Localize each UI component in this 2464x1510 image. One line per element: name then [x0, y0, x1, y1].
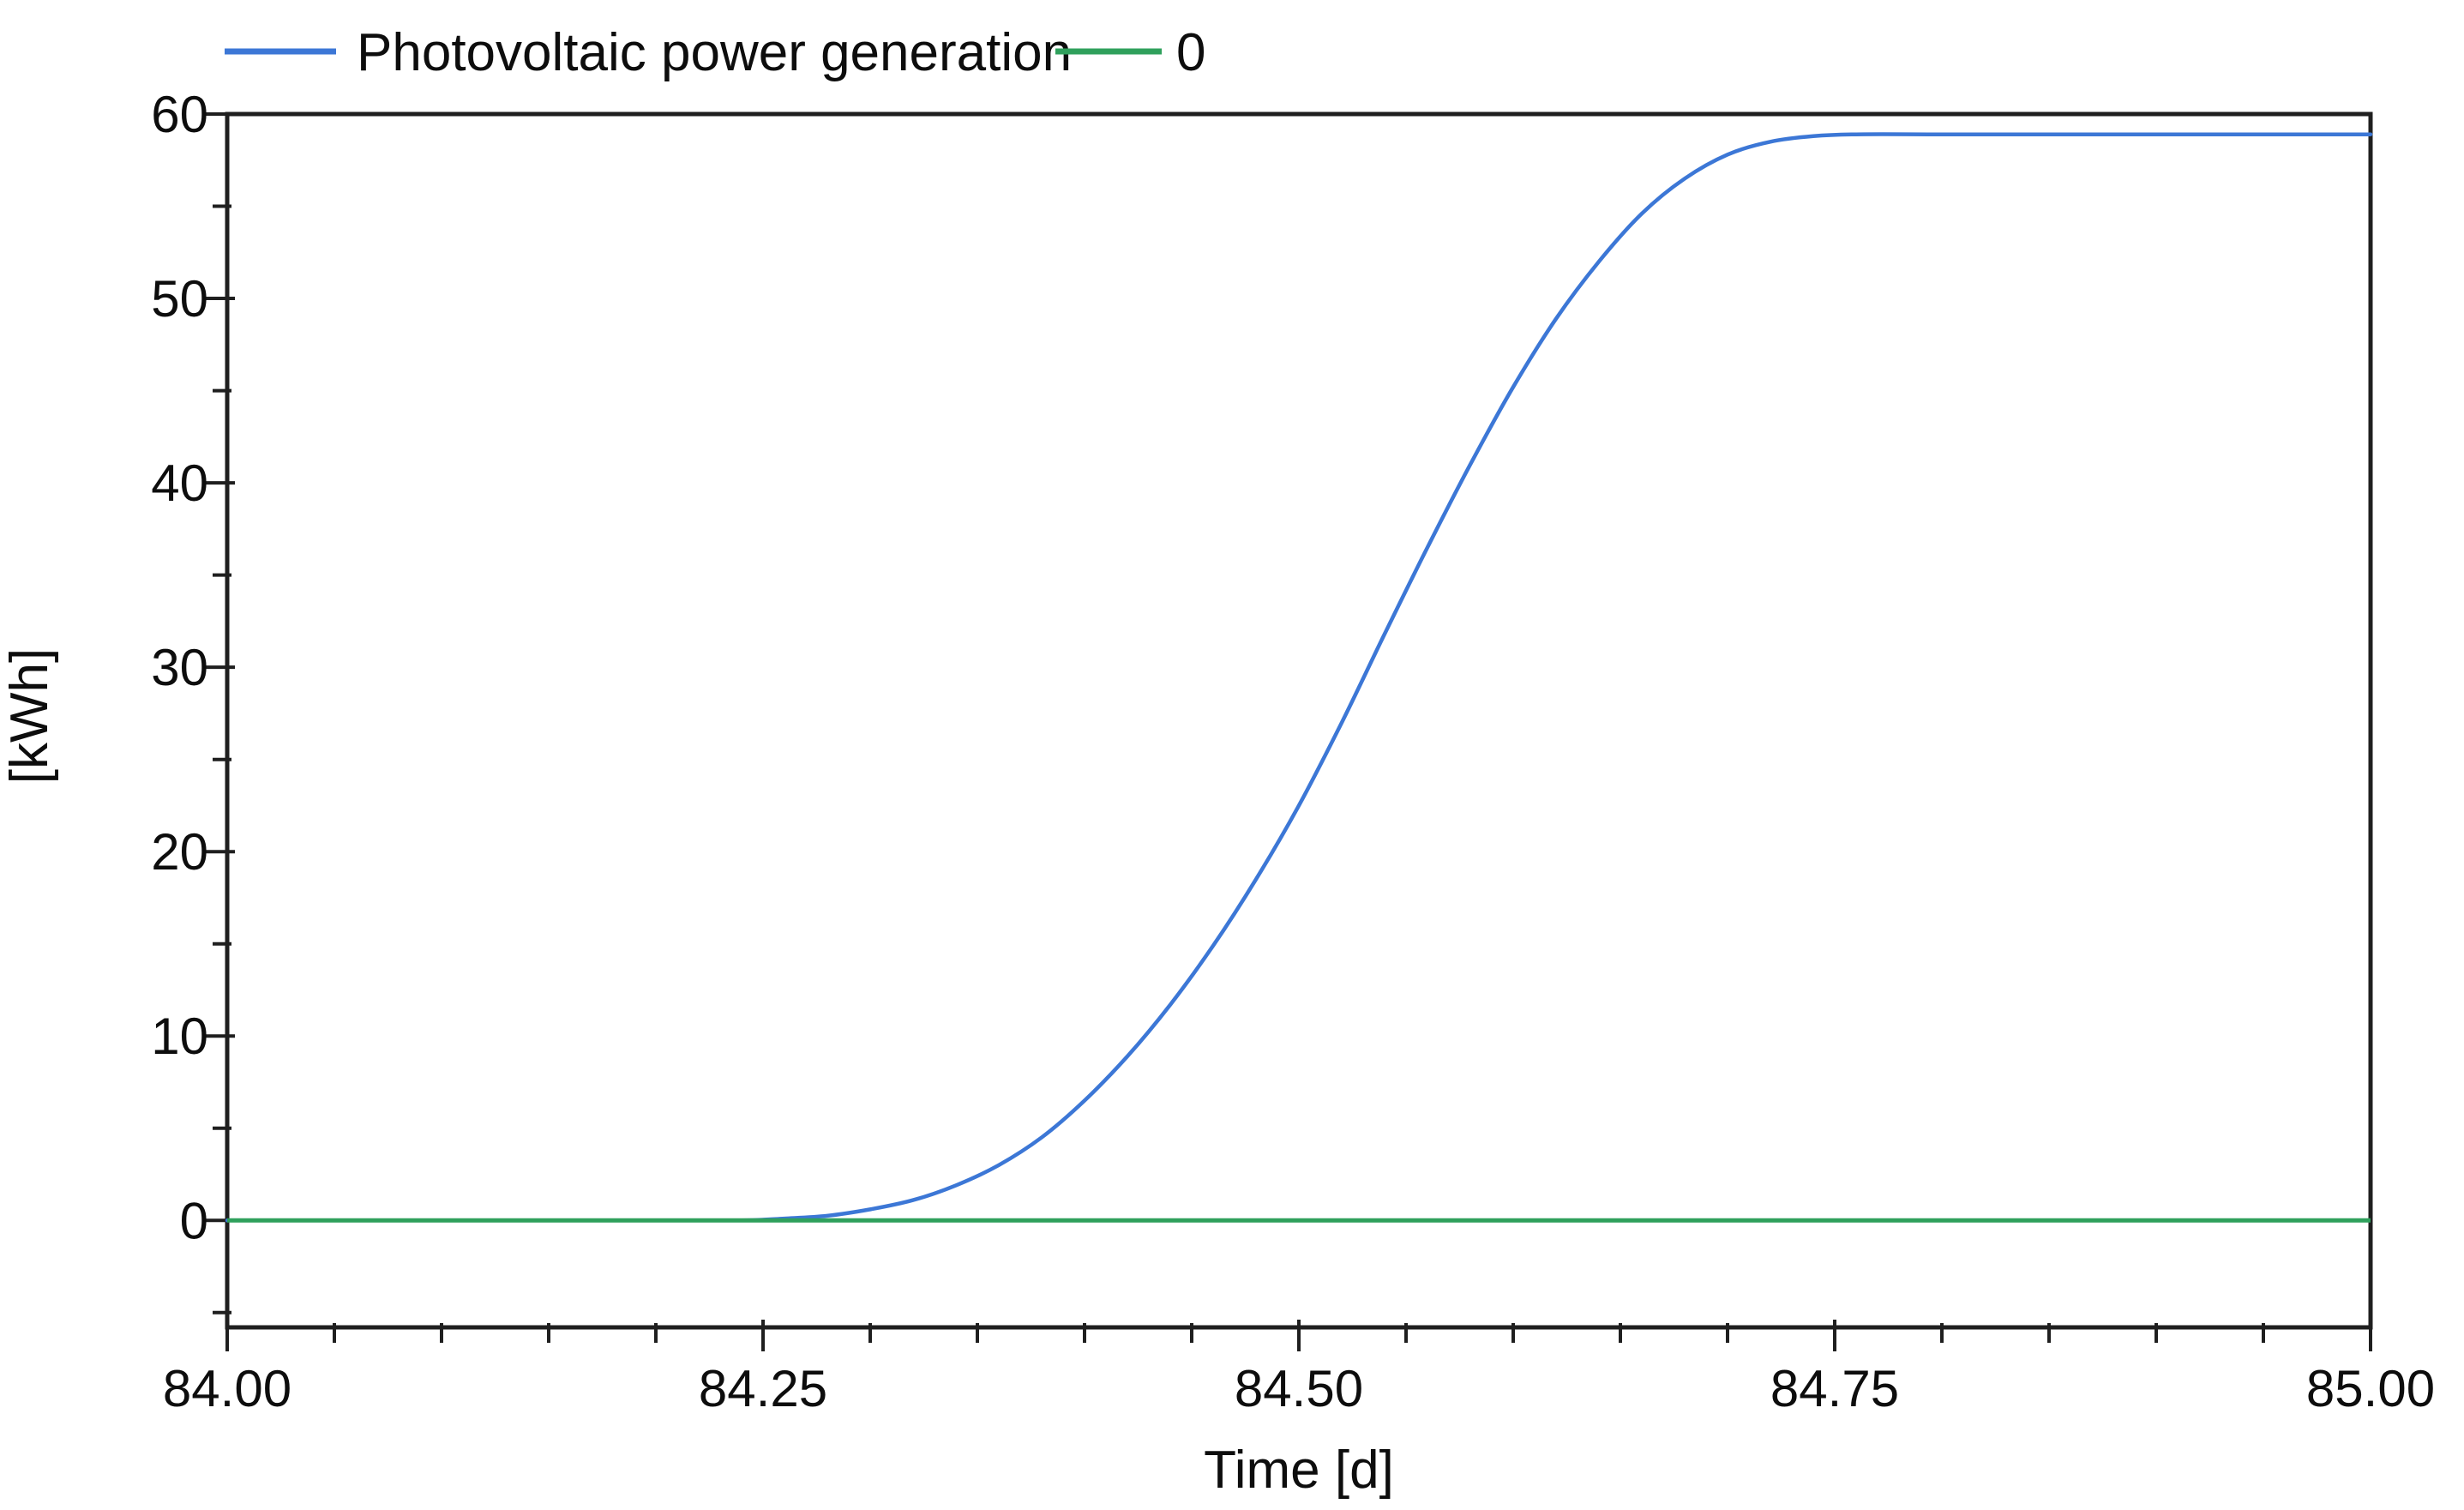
series-photovoltaic-line — [225, 132, 2373, 1223]
y-tick-label: 30 — [151, 639, 208, 696]
x-axis-title: Time [d] — [1204, 1441, 1394, 1500]
series-lines — [225, 132, 2373, 1223]
x-tick-label: 84.50 — [1235, 1360, 1363, 1417]
axis-ticks — [204, 112, 2372, 1351]
legend: Photovoltaic power generation 0 — [225, 23, 1205, 82]
x-tick-label: 84.00 — [163, 1360, 291, 1417]
y-tick-label: 0 — [180, 1192, 208, 1249]
y-tick-label: 20 — [151, 823, 208, 881]
y-tick-labels: 0 10 20 30 40 50 60 — [151, 86, 208, 1249]
plot-frame — [225, 111, 2373, 1330]
y-tick-label: 10 — [151, 1008, 208, 1065]
x-tick-label: 85.00 — [2306, 1360, 2435, 1417]
y-tick-label: 50 — [151, 270, 208, 328]
y-tick-label: 60 — [151, 86, 208, 143]
y-tick-label: 40 — [151, 454, 208, 512]
x-tick-label: 84.25 — [699, 1360, 827, 1417]
y-axis-title: [kWh] — [0, 648, 59, 784]
legend-label-photovoltaic: Photovoltaic power generation — [357, 23, 1072, 82]
x-tick-label: 84.75 — [1770, 1360, 1899, 1417]
x-tick-labels: 84.00 84.25 84.50 84.75 85.00 — [163, 1360, 2435, 1417]
legend-label-zero: 0 — [1176, 23, 1205, 82]
